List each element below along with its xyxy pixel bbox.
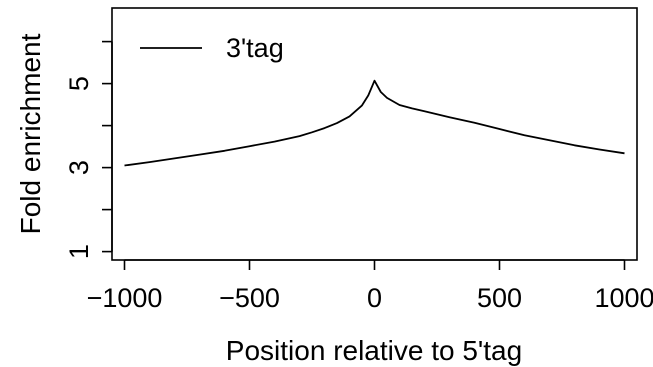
plot-frame [111, 7, 638, 261]
x-axis-title: Position relative to 5'tag [226, 335, 522, 366]
x-tick-label: 0 [367, 283, 382, 313]
y-tick-label: 5 [64, 76, 94, 91]
x-tick-label: 1000 [594, 283, 653, 313]
series-line [124, 79, 625, 167]
x-tick-label: −500 [219, 283, 280, 313]
y-axis-title: Fold enrichment [15, 33, 46, 234]
legend-label: 3'tag [226, 33, 284, 63]
series-layer [124, 79, 625, 167]
y-axis: 1 3 5 [64, 40, 113, 259]
x-axis: −1000 −500 0 500 1000 [87, 259, 653, 313]
legend: 3'tag [140, 33, 284, 63]
y-tick-label: 1 [64, 244, 94, 259]
y-tick-label: 3 [64, 160, 94, 175]
x-tick-label: −1000 [87, 283, 163, 313]
x-tick-label: 500 [477, 283, 522, 313]
